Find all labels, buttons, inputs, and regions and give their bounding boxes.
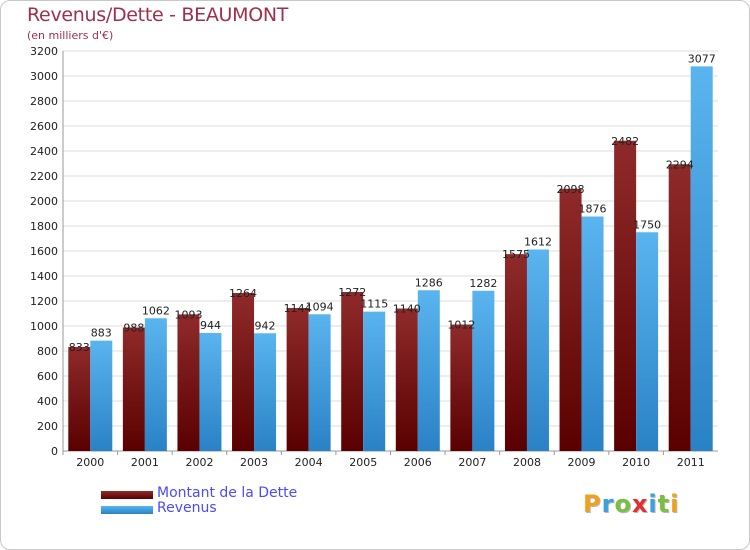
y-tick-label: 1800	[30, 220, 58, 233]
chart-title: Revenus/Dette - BEAUMONT	[27, 4, 289, 26]
bar-debt-2003	[232, 293, 255, 451]
bar-debt-2007	[450, 324, 473, 451]
logo-letter: o	[614, 490, 632, 518]
bar-debt-2010	[614, 140, 637, 451]
data-label-revenue: 944	[200, 319, 221, 332]
data-label-debt: 1264	[229, 287, 257, 300]
data-label-revenue: 883	[91, 327, 112, 340]
bar-revenue-2005	[363, 311, 386, 451]
x-tick-label: 2002	[185, 456, 213, 469]
x-tick-label: 2009	[568, 456, 596, 469]
data-label-revenue: 1286	[415, 276, 443, 289]
bar-revenue-2000	[90, 340, 113, 451]
logo-letter: x	[631, 490, 649, 518]
axes: 0 200 400 600 800 1000 1200 1400 1600 1800 2000 220…	[30, 45, 718, 469]
bar-debt-2002	[177, 314, 200, 451]
data-label-revenue: 1612	[524, 236, 552, 249]
data-label-revenue: 942	[255, 319, 276, 332]
y-tick-label: 1600	[30, 245, 58, 258]
data-label-debt: 1575	[502, 248, 530, 261]
bar-revenue-2010	[636, 232, 659, 451]
bar-revenue-2011	[690, 66, 713, 451]
data-label-debt: 988	[123, 322, 144, 335]
y-tick-label: 1000	[30, 320, 58, 333]
logo-letter: i	[648, 490, 658, 518]
logo-letter: t	[657, 490, 671, 518]
bar-revenue-2007	[472, 290, 495, 451]
x-tick-label: 2000	[76, 456, 104, 469]
data-label-debt: 1012	[447, 319, 475, 332]
bar-revenue-2006	[417, 290, 440, 451]
data-label-debt: 1272	[338, 286, 366, 299]
bar-debt-2011	[668, 164, 691, 451]
data-label-debt: 2294	[666, 158, 694, 171]
x-tick-label: 2004	[295, 456, 323, 469]
y-tick-label: 3000	[30, 70, 58, 83]
x-tick-label: 2011	[677, 456, 705, 469]
chart-subtitle: (en milliers d'€)	[27, 29, 114, 42]
bar-debt-2005	[341, 292, 364, 451]
bar-revenue-2003	[254, 333, 277, 451]
y-tick-label: 2200	[30, 170, 58, 183]
y-tick-label: 2400	[30, 145, 58, 158]
data-label-revenue: 1094	[306, 300, 334, 313]
x-tick-label: 2005	[349, 456, 377, 469]
data-label-revenue: 1115	[360, 298, 388, 311]
data-label-revenue: 3077	[688, 52, 716, 65]
bar-revenue-2001	[144, 318, 167, 451]
data-label-debt: 1093	[174, 308, 202, 321]
y-tick-label: 1200	[30, 295, 58, 308]
data-label-debt: 2482	[611, 135, 639, 148]
x-tick-label: 2003	[240, 456, 268, 469]
legend-label-revenue: Revenus	[157, 500, 217, 516]
proxiti-logo: Proxiti	[583, 490, 679, 518]
bar-revenue-2008	[526, 249, 549, 451]
x-tick-label: 2001	[131, 456, 159, 469]
legend-swatch-revenue	[101, 506, 153, 514]
bars	[68, 66, 713, 451]
y-tick-label: 200	[37, 420, 58, 433]
y-tick-label: 2600	[30, 120, 58, 133]
x-tick-label: 2006	[404, 456, 432, 469]
x-tick-label: 2007	[458, 456, 486, 469]
data-label-revenue: 1750	[633, 218, 661, 231]
bar-debt-2008	[504, 254, 527, 451]
bar-revenue-2004	[308, 314, 331, 451]
bar-debt-2009	[559, 188, 582, 451]
logo-letter: r	[601, 490, 615, 518]
bar-debt-2006	[395, 308, 418, 451]
y-tick-label: 2800	[30, 95, 58, 108]
grid-lines	[63, 50, 718, 427]
x-tick-label: 2010	[622, 456, 650, 469]
data-label-debt: 1140	[393, 303, 421, 316]
bar-debt-2000	[68, 346, 91, 451]
legend-swatch-debt	[101, 491, 153, 499]
y-tick-label: 3200	[30, 45, 58, 58]
y-tick-label: 0	[51, 445, 58, 458]
y-tick-label: 800	[37, 345, 58, 358]
y-tick-label: 2000	[30, 195, 58, 208]
logo-letter: i	[670, 490, 680, 518]
legend-label-debt: Montant de la Dette	[157, 485, 298, 501]
y-tick-label: 400	[37, 395, 58, 408]
bar-revenue-2009	[581, 216, 604, 451]
y-tick-label: 600	[37, 370, 58, 383]
logo-letter: P	[583, 490, 602, 518]
data-label-revenue: 1876	[579, 203, 607, 216]
data-label-debt: 1144	[284, 302, 312, 315]
data-label-revenue: 1062	[142, 304, 170, 317]
x-tick-label: 2008	[513, 456, 541, 469]
bar-revenue-2002	[199, 333, 222, 451]
bar-debt-2004	[286, 308, 309, 451]
y-tick-label: 1400	[30, 270, 58, 283]
data-label-revenue: 1282	[469, 277, 497, 290]
data-label-debt: 833	[69, 341, 90, 354]
bar-debt-2001	[122, 327, 145, 451]
data-label-debt: 2098	[557, 183, 585, 196]
